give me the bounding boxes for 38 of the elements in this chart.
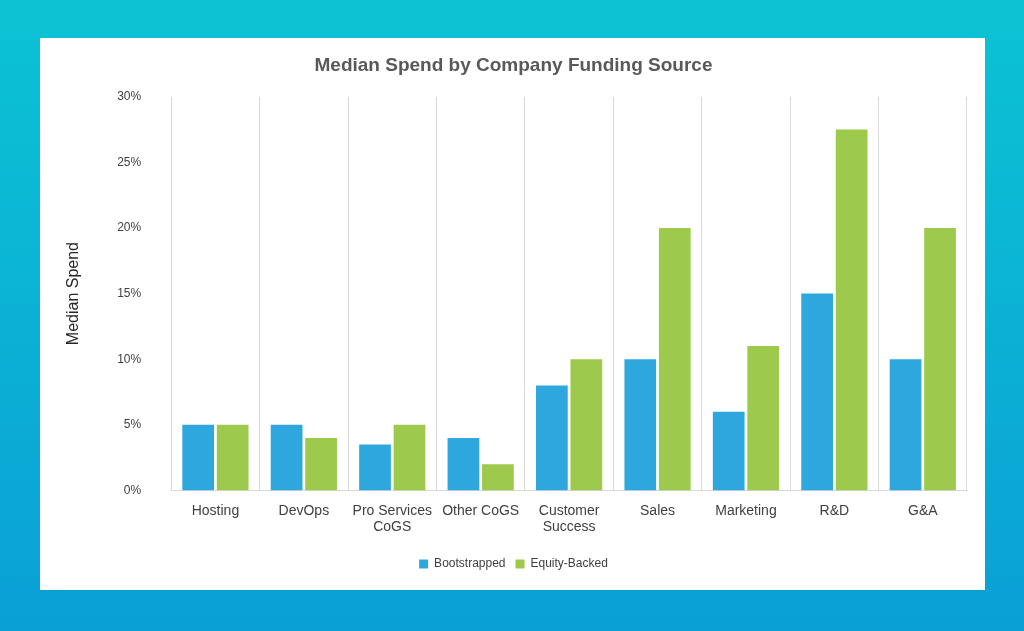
bar [712,411,745,491]
chart-title: Median Spend by Company Funding Source [314,53,713,75]
bar [747,346,780,491]
y-tick-label: 30% [117,89,142,104]
x-tick-label: R&D [819,501,850,518]
bar [216,424,249,491]
bar [447,437,480,491]
y-tick-label: 10% [117,351,142,366]
bar [270,424,303,491]
y-tick-label: 25% [117,154,142,169]
x-tick-label: Hosting [191,501,240,518]
bar [889,359,922,491]
legend-label: Bootstrapped [434,556,506,571]
x-tick-label: G&A [908,501,939,518]
x-tick-label: Pro Services CoGS [352,501,432,535]
y-tick-label: 15% [117,285,142,300]
bar [658,228,691,491]
y-axis-title: Median Spend [64,242,82,346]
bar [359,444,391,491]
bar [305,437,337,491]
bar [482,464,514,491]
y-tick-label: 0% [123,482,142,497]
bar [536,385,568,491]
x-tick-label: DevOps [278,501,330,518]
y-tick-label: 5% [123,417,142,432]
bar [624,359,657,491]
bar [393,424,426,491]
x-tick-label: Sales [640,501,676,518]
bar [570,359,603,491]
x-tick-label: Other CoGS [442,501,520,518]
bar [801,293,833,491]
legend-label: Equity-Backed [530,556,608,571]
bar [835,129,868,491]
y-tick-label: 20% [117,220,142,235]
bar [182,424,215,491]
x-tick-label: Marketing [715,501,777,518]
bar [924,228,956,491]
x-tick-label: Customer Success [538,501,600,535]
